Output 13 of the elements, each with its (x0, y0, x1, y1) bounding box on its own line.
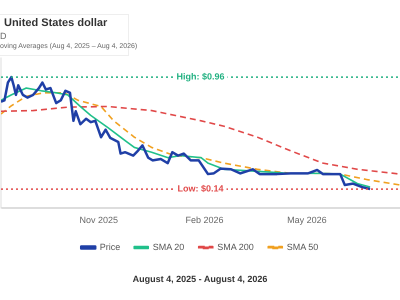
legend-label: Price (100, 242, 120, 252)
legend-label: SMA 200 (217, 242, 254, 252)
x-tick-label: Feb 2026 (186, 215, 224, 226)
text: D (0, 31, 6, 41)
x-tick-label: Nov 2025 (79, 215, 118, 226)
legend-label: SMA 50 (286, 242, 318, 252)
text: August 4, 2025 - August 4, 2026 (132, 274, 268, 284)
line-series (1, 106, 400, 175)
y-tick-label: Low: $0.14 (177, 184, 224, 194)
legend-label: SMA 20 (152, 242, 184, 252)
x-tick-label: May 2026 (287, 215, 327, 226)
y-tick-label: High: $0.96 (176, 72, 225, 82)
chart-title: United States dollar (4, 17, 108, 29)
